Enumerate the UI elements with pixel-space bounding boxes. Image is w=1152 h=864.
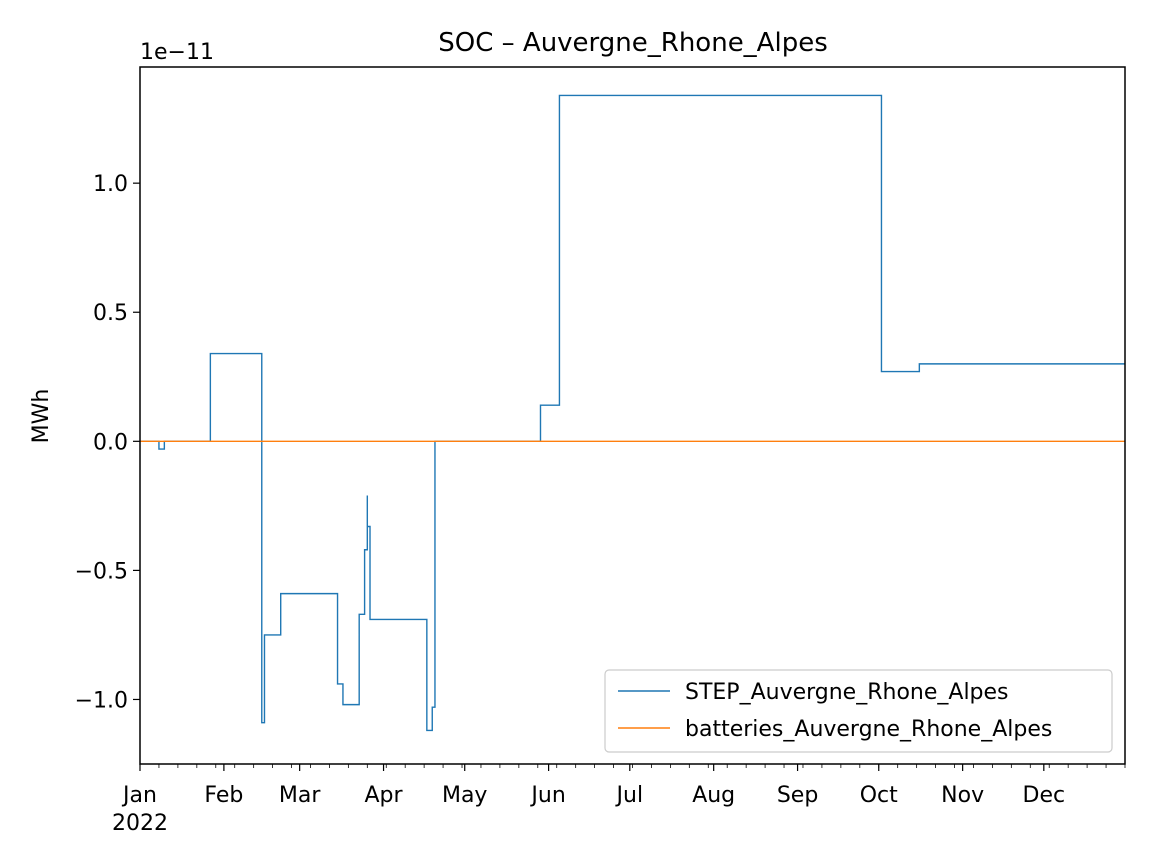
legend-label-0: STEP_Auvergne_Rhone_Alpes	[685, 680, 1009, 705]
x-tick-label-7: Aug	[692, 783, 735, 808]
legend-box	[604, 669, 1113, 753]
x-tick-label-6: Jul	[615, 783, 644, 808]
y-tick-label-2: 0.0	[93, 430, 128, 455]
x-tick-label-0: Jan	[121, 783, 157, 808]
x-tick-label-5: Jun	[529, 783, 565, 808]
x-tick-label-3: Apr	[365, 783, 404, 808]
x-tick-label-2: Mar	[279, 783, 321, 808]
y-tick-label-4: 1.0	[93, 172, 128, 197]
y-tick-label-1: −0.5	[75, 559, 128, 584]
x-tick-label-9: Oct	[860, 783, 898, 808]
x-tick-label-11: Dec	[1023, 783, 1066, 808]
y-tick-label-0: −1.0	[75, 688, 128, 713]
y-tick-label-3: 0.5	[93, 301, 128, 326]
legend: STEP_Auvergne_Rhone_Alpes batteries_Auver…	[604, 669, 1113, 753]
axes: −1.0 −0.5 0.0 0.5 1.0 Jan Feb Mar Apr May Jun Jul Au…	[75, 172, 1126, 808]
chart-title: SOC – Auvergne_Rhone_Alpes	[438, 28, 828, 58]
plot-area	[140, 94, 1125, 732]
y-axis-label: MWh	[29, 389, 54, 444]
x-tick-label-1: Feb	[204, 783, 243, 808]
x-year-label: 2022	[112, 811, 168, 836]
series-line-0	[140, 94, 1125, 732]
plot-frame	[139, 66, 1126, 765]
x-tick-label-4: May	[442, 783, 487, 808]
x-tick-label-8: Sep	[777, 783, 818, 808]
x-tick-label-10: Nov	[941, 783, 984, 808]
y-multiplier-label: 1e−11	[140, 40, 214, 65]
legend-label-1: batteries_Auvergne_Rhone_Alpes	[685, 717, 1052, 742]
